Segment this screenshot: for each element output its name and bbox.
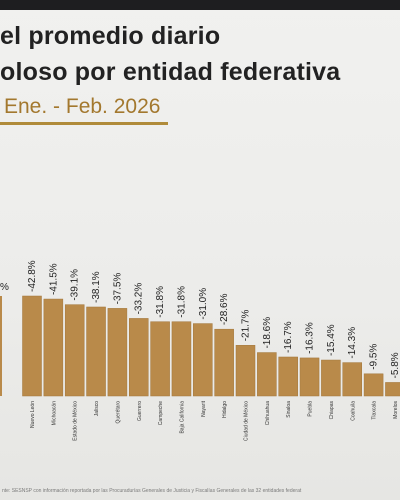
data-label: -33.2%	[134, 283, 145, 315]
bar	[22, 295, 42, 397]
category-label: Campeche	[158, 401, 164, 425]
category-label: Sinaloa	[286, 401, 292, 418]
category-label: Morelos	[393, 401, 399, 419]
slide-title-line-1: el promedio diario	[0, 22, 221, 50]
category-label: Coahuila	[350, 401, 356, 421]
data-label: -31.0%	[198, 288, 209, 320]
slide-title-line-2: oloso por entidad federativa	[0, 58, 341, 86]
bar	[86, 306, 106, 397]
category-label: Chihuahua	[265, 401, 271, 425]
data-label: -21.7%	[241, 310, 252, 342]
data-label: -9.5%	[369, 344, 380, 370]
category-label: Estado de México	[73, 401, 79, 441]
category-label: Querétaro	[115, 401, 121, 424]
data-label: -41.5%	[48, 263, 59, 295]
data-label: -16.3%	[305, 322, 316, 354]
category-label: Jalisco	[94, 401, 100, 417]
monitor-bezel	[0, 0, 400, 10]
bar	[129, 318, 149, 397]
data-label: -39.1%	[70, 269, 81, 301]
bar-partial	[0, 296, 2, 396]
category-label: Ciudad de México	[244, 401, 250, 441]
data-label: -28.6%	[219, 293, 230, 325]
bar	[150, 321, 170, 397]
data-label: -31.8%	[155, 286, 166, 318]
bar	[278, 356, 298, 397]
bar	[193, 323, 213, 397]
category-label: Chiapas	[329, 401, 335, 420]
data-label: -42.8%	[27, 260, 38, 292]
bar	[321, 359, 341, 397]
category-label: Nayarit	[201, 400, 207, 416]
data-label: -37.5%	[112, 273, 123, 305]
bar	[342, 362, 362, 397]
slide-subtitle: Ene. - Feb. 2026	[4, 95, 161, 118]
data-label-partial: %	[0, 282, 9, 293]
bar	[235, 345, 256, 397]
data-label: -38.1%	[91, 271, 102, 303]
category-label: Guerrero	[137, 401, 143, 421]
bar	[385, 382, 400, 397]
bar	[107, 308, 128, 397]
category-label: Puebla	[308, 401, 314, 417]
bar	[257, 352, 277, 397]
data-label: -14.3%	[347, 327, 358, 359]
bar	[363, 373, 384, 397]
bar	[299, 357, 320, 397]
bar	[64, 304, 85, 397]
bar	[214, 328, 234, 397]
data-label: -16.7%	[283, 321, 294, 353]
data-label: -31.8%	[176, 286, 187, 318]
category-label: Michoacán	[51, 401, 57, 425]
source-footnote: nte: SESNSP con información reportada po…	[2, 488, 302, 494]
category-label: Hidalgo	[222, 401, 228, 418]
data-label: -15.4%	[326, 324, 337, 356]
subtitle-underline	[0, 122, 168, 125]
bar	[43, 298, 64, 397]
category-label: Nuevo León	[30, 401, 36, 428]
category-label: Baja California	[179, 401, 185, 434]
data-label: -18.6%	[262, 317, 273, 349]
category-label: Tlaxcala	[372, 401, 378, 420]
data-label: -5.8%	[390, 352, 400, 378]
bar	[171, 321, 192, 397]
